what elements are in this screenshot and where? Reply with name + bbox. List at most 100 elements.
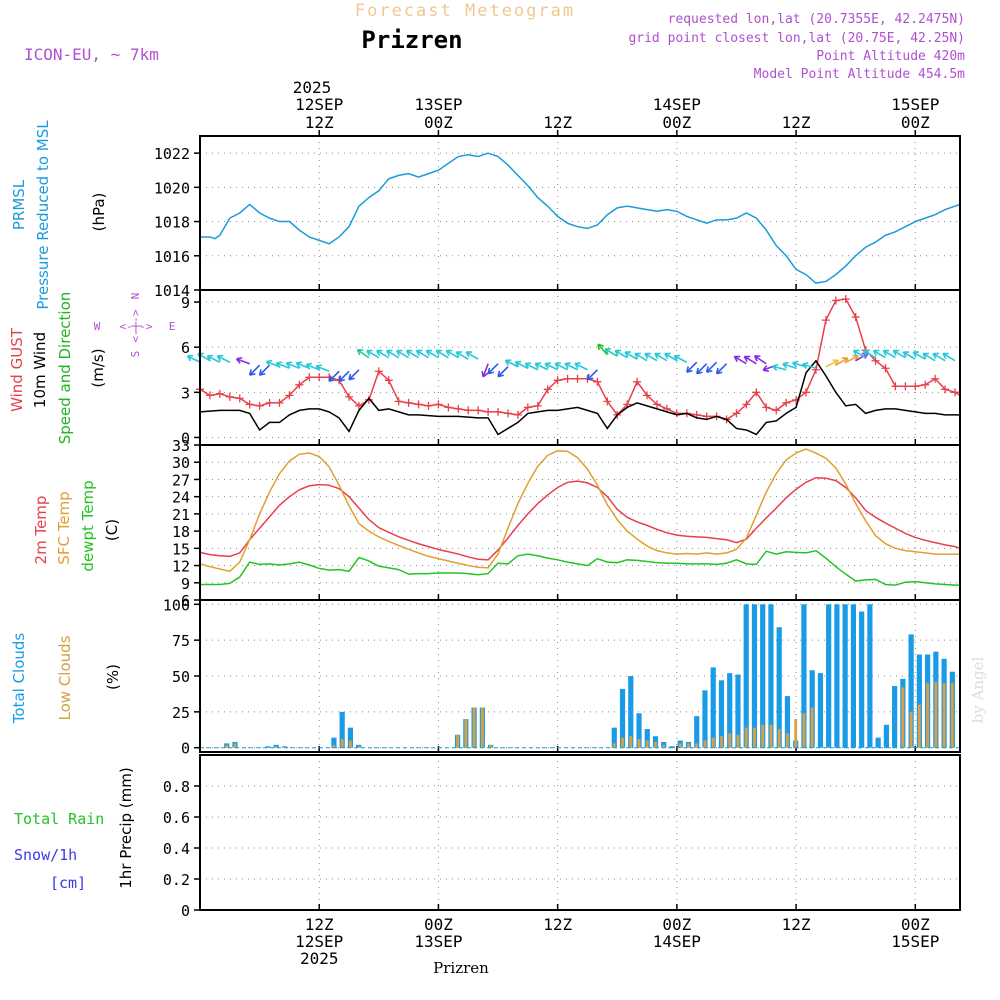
- wind-direction-arrow: [405, 349, 419, 359]
- dewpt-label: dewpt Temp: [79, 480, 97, 571]
- low-cloud-bar: [629, 736, 633, 748]
- gust-marker: [503, 409, 512, 418]
- wind-direction-arrow: [435, 349, 449, 359]
- gust-marker: [354, 401, 363, 410]
- total-cloud-bar: [727, 673, 733, 748]
- gust-marker: [553, 376, 562, 385]
- wind-direction-arrow: [376, 349, 390, 359]
- panel-frame: [199, 599, 961, 753]
- compass-e: E: [169, 320, 176, 333]
- low-cloud-bar: [942, 683, 946, 748]
- gust-marker: [951, 388, 960, 397]
- low-cloud-bar: [612, 743, 616, 748]
- gust-marker: [245, 400, 254, 409]
- wind-direction-arrow: [395, 349, 410, 359]
- wind-dir-label: Speed and Direction: [56, 292, 74, 445]
- snow-label: Snow/1h: [14, 846, 77, 864]
- top-time-label: 12Z: [782, 113, 811, 132]
- y-tick-label: 25: [172, 704, 190, 722]
- gust-marker: [484, 407, 493, 416]
- low-cloud-bar: [489, 744, 493, 748]
- y-tick-label: 6: [181, 339, 190, 357]
- low-cloud-bar: [753, 727, 756, 748]
- bottom-time-label: 12Z: [305, 915, 334, 934]
- gust-marker: [434, 400, 443, 409]
- wind-direction-arrow: [733, 355, 747, 365]
- top-time-label: 14SEP: [653, 95, 701, 114]
- y-tick-label: 27: [172, 471, 190, 489]
- bottom-time-label: 12Z: [782, 915, 811, 934]
- series-dew-line: [200, 549, 960, 586]
- wind-direction-arrow: [481, 363, 489, 378]
- wind-direction-arrow: [614, 349, 628, 359]
- y-tick-label: 9: [181, 575, 190, 593]
- wind-direction-arrow: [415, 349, 429, 359]
- gust-marker: [772, 406, 781, 415]
- gust-marker: [543, 385, 552, 394]
- gust-marker: [811, 365, 820, 374]
- total-cloud-bar: [801, 604, 807, 748]
- low-cloud-bar: [274, 746, 278, 748]
- y-tick-label: 1014: [154, 282, 190, 300]
- total-cloud-bar: [768, 604, 774, 748]
- total-cloud-bar: [850, 604, 857, 748]
- total-cloud-bar: [347, 727, 354, 748]
- y-tick-label: 15: [172, 540, 190, 558]
- compass-s: S: [129, 351, 142, 358]
- wind-direction-arrow: [497, 366, 509, 378]
- wind-direction-arrow: [912, 351, 926, 360]
- low-cloud-bar: [744, 727, 748, 748]
- low-cloud-bar: [695, 743, 699, 748]
- wind-direction-arrow: [487, 363, 499, 375]
- top-year: 2025: [293, 78, 332, 97]
- wind-direction-arrow: [524, 362, 539, 371]
- wind-direction-arrow: [328, 370, 340, 382]
- gust-marker: [255, 401, 264, 410]
- product-title: Forecast Meteogram: [355, 1, 575, 21]
- low-cloud-bar: [810, 707, 814, 748]
- total-rain-label: Total Rain: [14, 810, 104, 828]
- wind-direction-arrow: [315, 364, 330, 373]
- panel-clouds: 0 25 50 75 100: [163, 596, 961, 758]
- low-cloud-bar: [472, 707, 476, 748]
- total-cloud-bar: [669, 746, 675, 748]
- wind-direction-arrow: [544, 362, 559, 371]
- low-cloud-bar: [348, 740, 352, 748]
- gust-marker: [891, 382, 900, 391]
- wind-direction-arrow: [554, 362, 568, 371]
- compass-arrows-v: <-|->: [129, 309, 142, 342]
- wind-direction-arrow: [366, 349, 380, 359]
- top-time-label: 12Z: [543, 113, 572, 132]
- y-tick-label: 0: [181, 429, 190, 447]
- y-tick-label: 30: [172, 454, 190, 472]
- wind-direction-arrow: [922, 352, 936, 362]
- low-cloud-bar: [645, 740, 649, 748]
- wind-direction-arrow: [597, 343, 608, 356]
- y-tick-label: 12: [172, 558, 190, 576]
- pressure-label-msl: Pressure Reduced to MSL: [34, 120, 52, 310]
- gust-marker: [821, 316, 830, 325]
- low-cloud-bar: [464, 719, 468, 748]
- low-cloud-bar: [357, 746, 361, 748]
- bottom-time-label: 12SEP: [295, 932, 343, 951]
- precip-unit: 1hr Precip (mm): [117, 767, 135, 888]
- total-cloud-bar: [718, 680, 725, 748]
- wind-direction-arrow: [872, 349, 886, 359]
- gust-marker: [563, 374, 572, 383]
- total-cloud-bar: [751, 604, 758, 748]
- total-cloud-bar: [875, 737, 881, 748]
- wind-direction-arrow: [285, 361, 300, 369]
- y-tick-label: 21: [172, 506, 190, 524]
- wind-direction-arrow: [265, 359, 280, 368]
- gust-marker: [315, 373, 324, 382]
- y-tick-label: 33: [172, 437, 190, 455]
- wind-gust-label: Wind GUST: [8, 327, 26, 412]
- pressure-label-prmsl: PRMSL: [10, 179, 28, 230]
- series-pressure-line: [200, 152, 961, 284]
- gust-marker: [782, 398, 791, 407]
- total-cloud-bar: [760, 604, 766, 748]
- wind-direction-arrow: [504, 359, 519, 368]
- wind-direction-arrow: [644, 352, 658, 362]
- gust-marker: [643, 391, 652, 400]
- wind-direction-arrow: [715, 363, 728, 375]
